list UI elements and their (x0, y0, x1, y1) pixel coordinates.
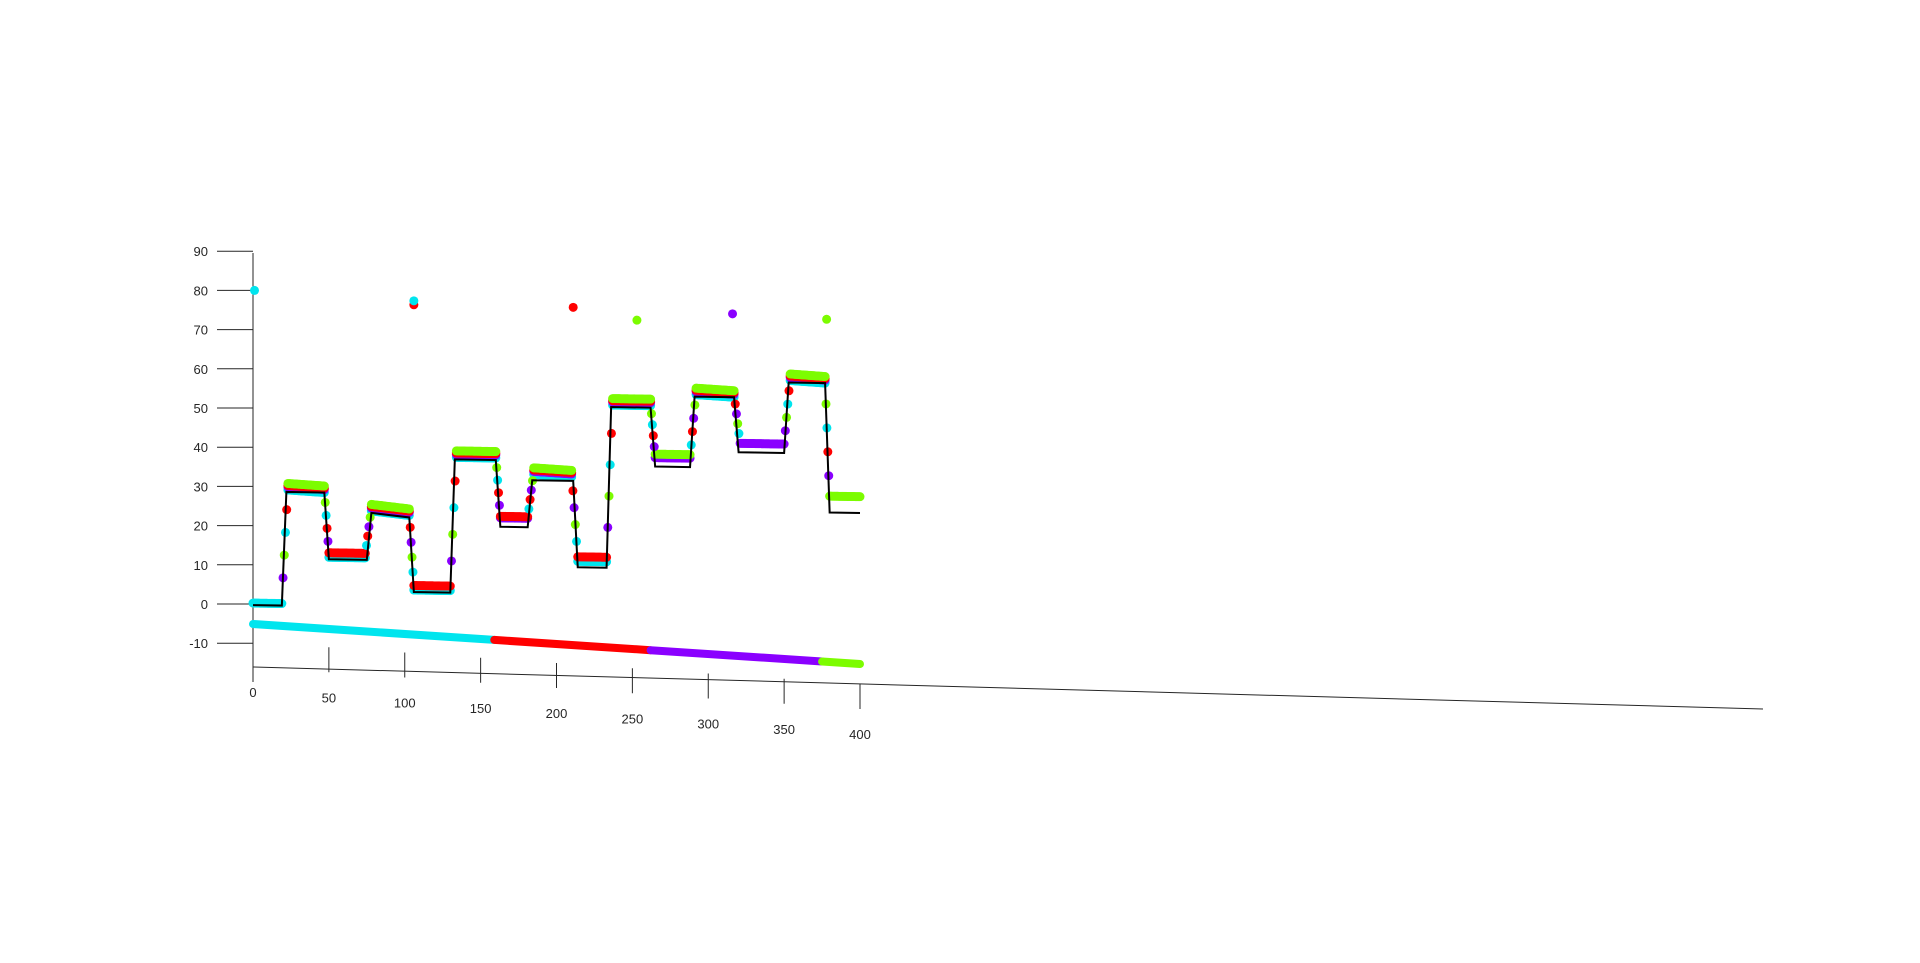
y-tick-label: 0 (201, 597, 208, 612)
y-tick-label: 30 (194, 479, 208, 494)
data-point (363, 531, 373, 541)
data-points (248, 369, 865, 609)
base-strip-segment (249, 620, 499, 644)
data-point (404, 504, 414, 514)
x-axis-line (252, 666, 1764, 710)
y-tick-label: 40 (194, 440, 208, 455)
outlier-point (568, 302, 578, 312)
y-axis-ticks: -10 0 10 20 30 40 50 60 70 80 90 (189, 244, 253, 651)
y-tick-label: 80 (194, 283, 208, 298)
outlier-points (250, 285, 832, 325)
y-tick-label: 90 (194, 244, 208, 259)
y-tick-label: -10 (189, 636, 208, 651)
x-tick-label: 400 (849, 727, 871, 742)
outlier-point (632, 315, 642, 325)
base-strip (249, 620, 864, 668)
base-strip-segment (490, 635, 655, 655)
y-tick-label: 10 (194, 558, 208, 573)
x-tick-label: 150 (470, 701, 492, 716)
base-strip-segment (818, 657, 864, 668)
x-tick-label: 0 (249, 685, 256, 700)
data-point (450, 476, 460, 486)
x-tick-label: 200 (546, 706, 568, 721)
y-tick-label: 70 (194, 323, 208, 338)
data-point (820, 372, 830, 382)
outlier-point (728, 309, 738, 319)
data-point (734, 429, 744, 439)
data-point (319, 481, 329, 491)
axes: -10 0 10 20 30 40 50 60 70 80 90 0 50 100 150 200 250 30… (189, 244, 1764, 742)
x-tick-label: 100 (394, 696, 416, 711)
outlier-point (250, 285, 260, 295)
outlier-point (409, 296, 419, 306)
data-point (567, 465, 577, 475)
data-point (606, 428, 616, 438)
y-tick-label: 20 (194, 519, 208, 534)
data-point (729, 386, 739, 396)
outlier-point (822, 314, 832, 324)
data-point (523, 512, 533, 522)
y-tick-label: 50 (194, 401, 208, 416)
x-tick-label: 250 (622, 711, 644, 726)
y-tick-label: 60 (194, 362, 208, 377)
x-axis-ticks: 0 50 100 150 200 250 300 350 400 (249, 642, 871, 742)
reference-line (252, 381, 861, 607)
x-tick-label: 300 (697, 717, 719, 732)
x-tick-label: 350 (773, 722, 795, 737)
data-point (646, 394, 656, 404)
data-point (491, 447, 501, 457)
x-tick-label: 50 (322, 690, 336, 705)
data-point (731, 409, 741, 419)
data-point (855, 492, 865, 502)
data-point (733, 419, 743, 429)
base-strip-segment (646, 646, 827, 666)
data-point (362, 540, 372, 550)
data-point (282, 505, 292, 515)
